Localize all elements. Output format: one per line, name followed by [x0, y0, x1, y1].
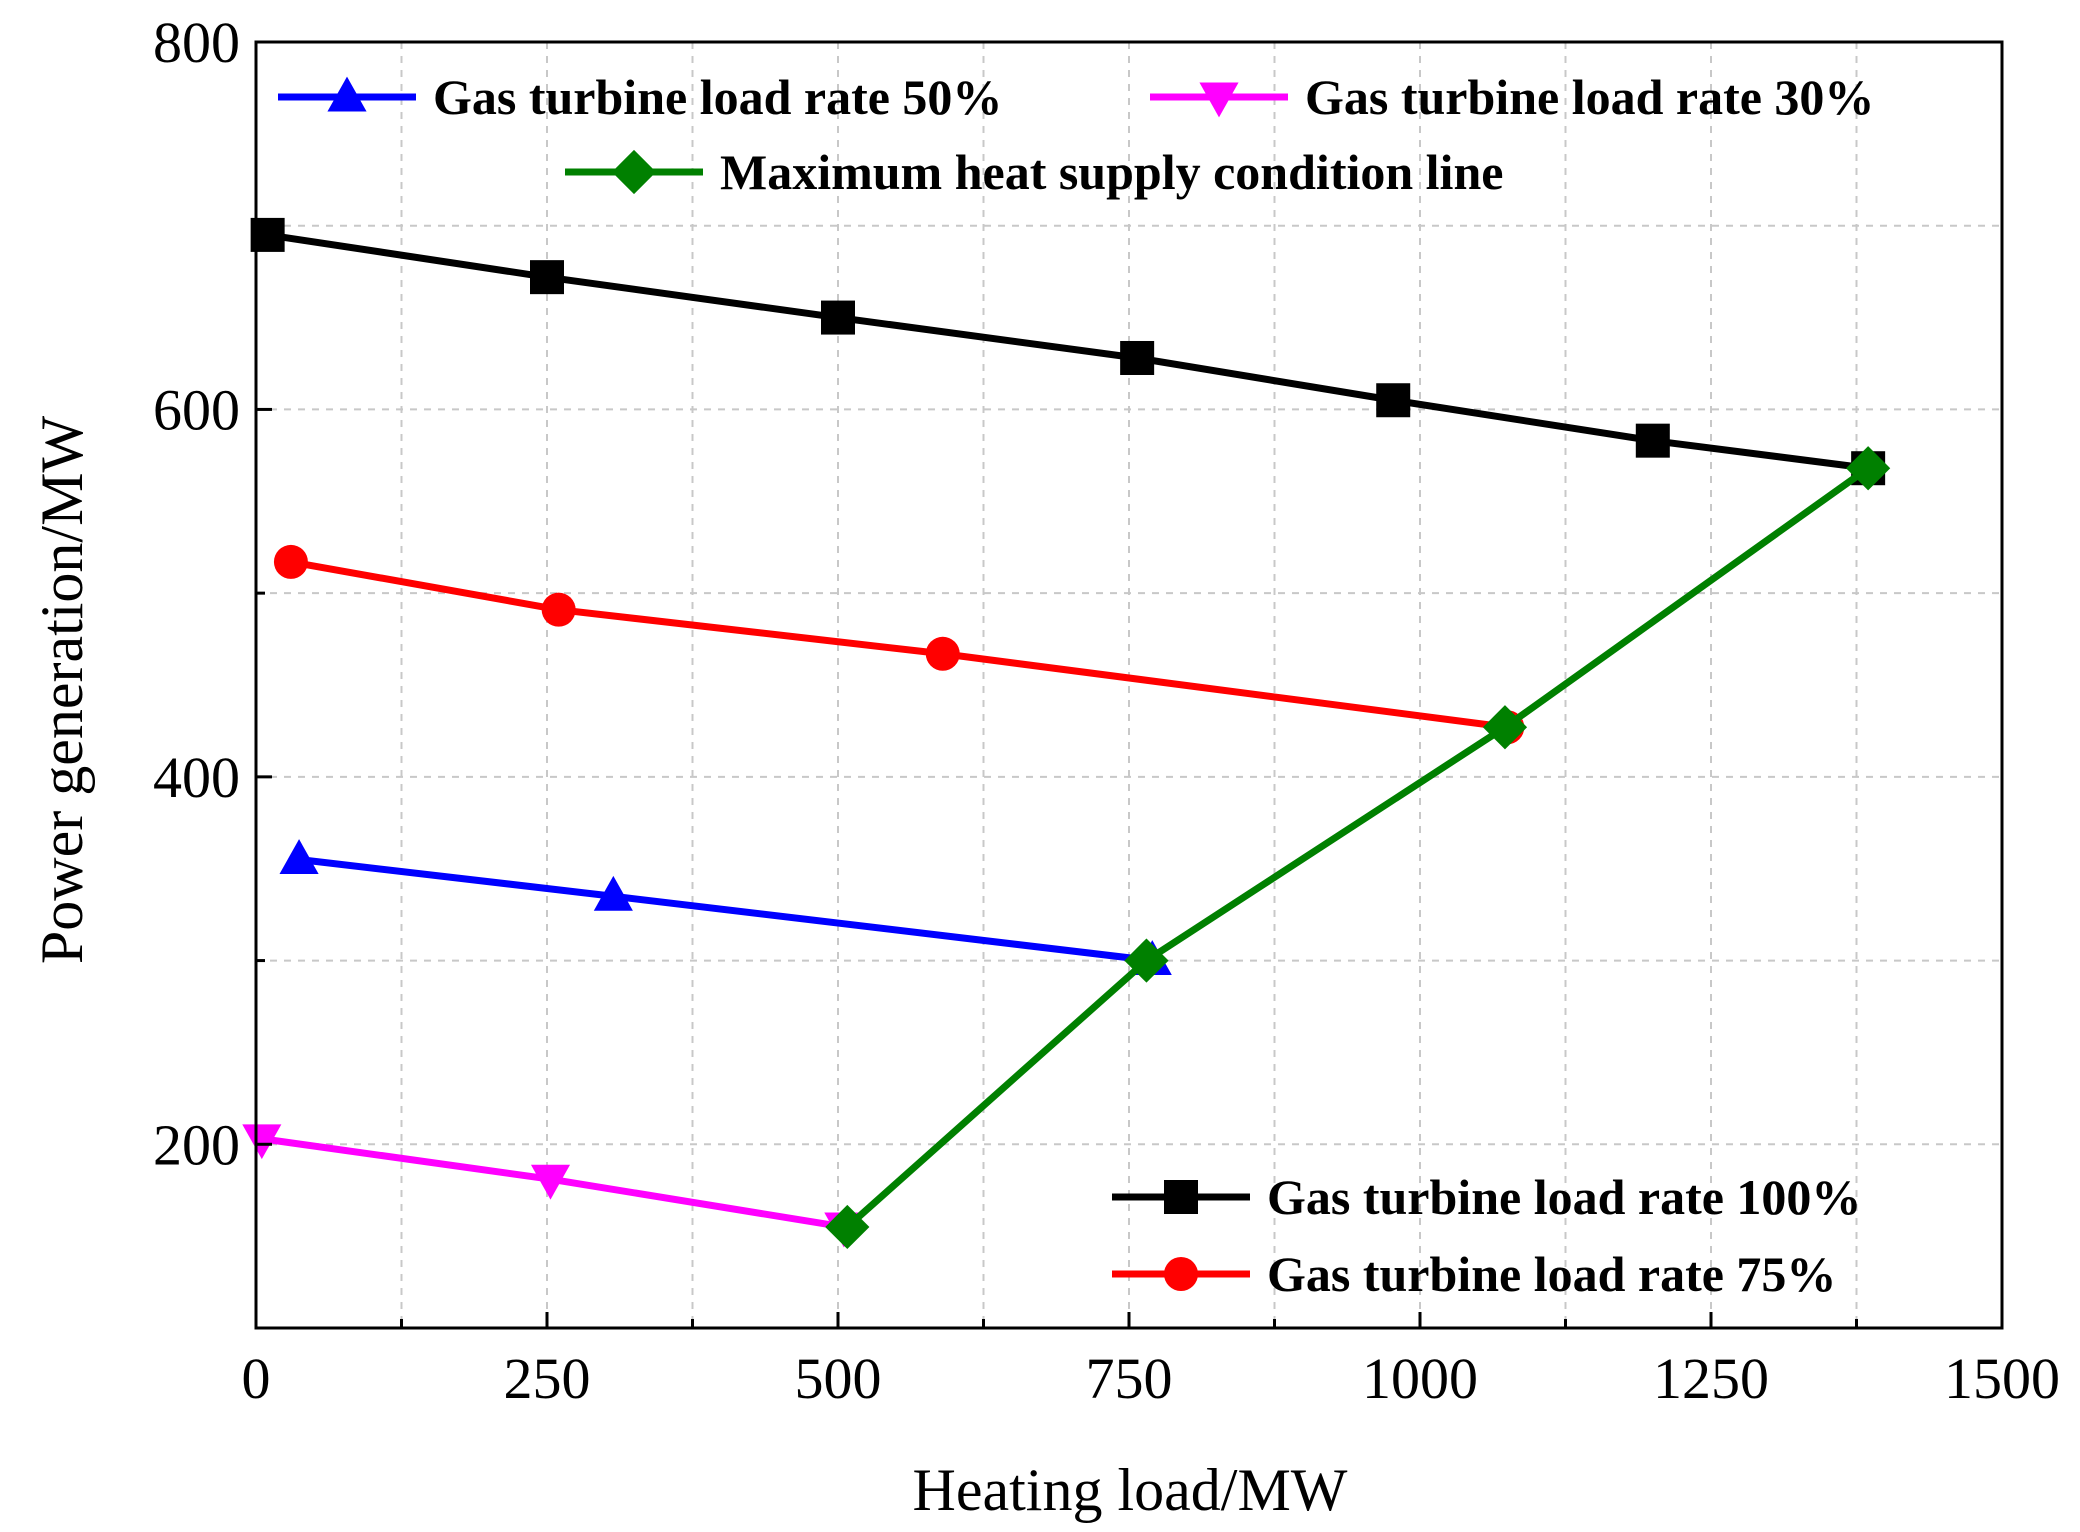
data-point — [825, 1204, 870, 1250]
x-tick-label: 0 — [242, 1346, 271, 1411]
legend-swatch-marker — [327, 76, 367, 112]
y-tick-label: 400 — [153, 745, 240, 810]
x-tick-label: 750 — [1086, 1346, 1173, 1411]
series-line — [298, 856, 1153, 965]
legend-item: Gas turbine load rate 50% — [278, 69, 1002, 125]
legend-label: Gas turbine load rate 100% — [1267, 1169, 1861, 1225]
legend: Gas turbine load rate 50% Gas turbine loa… — [278, 69, 1874, 1302]
legend-label: Maximum heat supply condition line — [720, 144, 1503, 200]
data-point — [1635, 423, 1670, 458]
legend-label: Gas turbine load rate 75% — [1267, 1246, 1836, 1302]
data-point — [530, 1164, 571, 1200]
x-tick-label: 1500 — [1944, 1346, 2060, 1411]
series-line — [267, 231, 1869, 472]
series-gas-turbine-load-rate-100 — [250, 217, 1886, 486]
data-point — [1120, 340, 1155, 375]
series-maximum-heat-supply-condition-line — [825, 446, 1891, 1250]
data-point — [242, 1124, 282, 1160]
legend-swatch-marker — [1199, 82, 1239, 118]
legend-item: Maximum heat supply condition line — [565, 144, 1503, 200]
grid — [256, 42, 2002, 1328]
series-gas-turbine-load-rate-50 — [279, 839, 1172, 976]
data-point — [593, 875, 633, 911]
legend-swatch-marker — [611, 149, 657, 195]
legend-label: Gas turbine load rate 30% — [1305, 69, 1874, 125]
legend-item: Gas turbine load rate 100% — [1112, 1169, 1861, 1225]
data-point — [279, 839, 319, 874]
series-layer — [242, 217, 1891, 1250]
series-gas-turbine-load-rate-75 — [273, 544, 1525, 745]
series-gas-turbine-load-rate-30 — [242, 1124, 864, 1248]
data-point — [821, 300, 855, 335]
data-point — [1482, 705, 1528, 750]
data-point — [1846, 446, 1891, 491]
data-point — [541, 592, 576, 627]
y-axis-title: Power generation/MW — [29, 416, 95, 965]
y-tick-label: 200 — [153, 1112, 240, 1177]
series-line — [290, 558, 1508, 731]
series-line — [844, 465, 1871, 1230]
data-point — [273, 544, 308, 579]
x-tick-label: 500 — [795, 1346, 882, 1411]
legend-label: Gas turbine load rate 50% — [433, 69, 1002, 125]
legend-item: Gas turbine load rate 75% — [1112, 1246, 1836, 1302]
data-point — [530, 260, 564, 295]
ticks: 0 250 500 750 1000 1250 1500 200 400 600 800 — [153, 10, 2060, 1411]
data-point — [1376, 383, 1411, 418]
x-tick-label: 1000 — [1362, 1346, 1478, 1411]
legend-item: Gas turbine load rate 30% — [1150, 69, 1874, 125]
x-tick-label: 1250 — [1653, 1346, 1769, 1411]
data-point — [925, 636, 960, 671]
x-tick-label: 250 — [504, 1346, 591, 1411]
data-point — [1124, 938, 1169, 983]
x-axis-title: Heating load/MW — [913, 1457, 1348, 1523]
legend-swatch-marker — [1164, 1180, 1198, 1214]
y-tick-label: 800 — [153, 10, 240, 75]
y-tick-label: 600 — [153, 377, 240, 442]
legend-swatch-marker — [1164, 1257, 1198, 1291]
